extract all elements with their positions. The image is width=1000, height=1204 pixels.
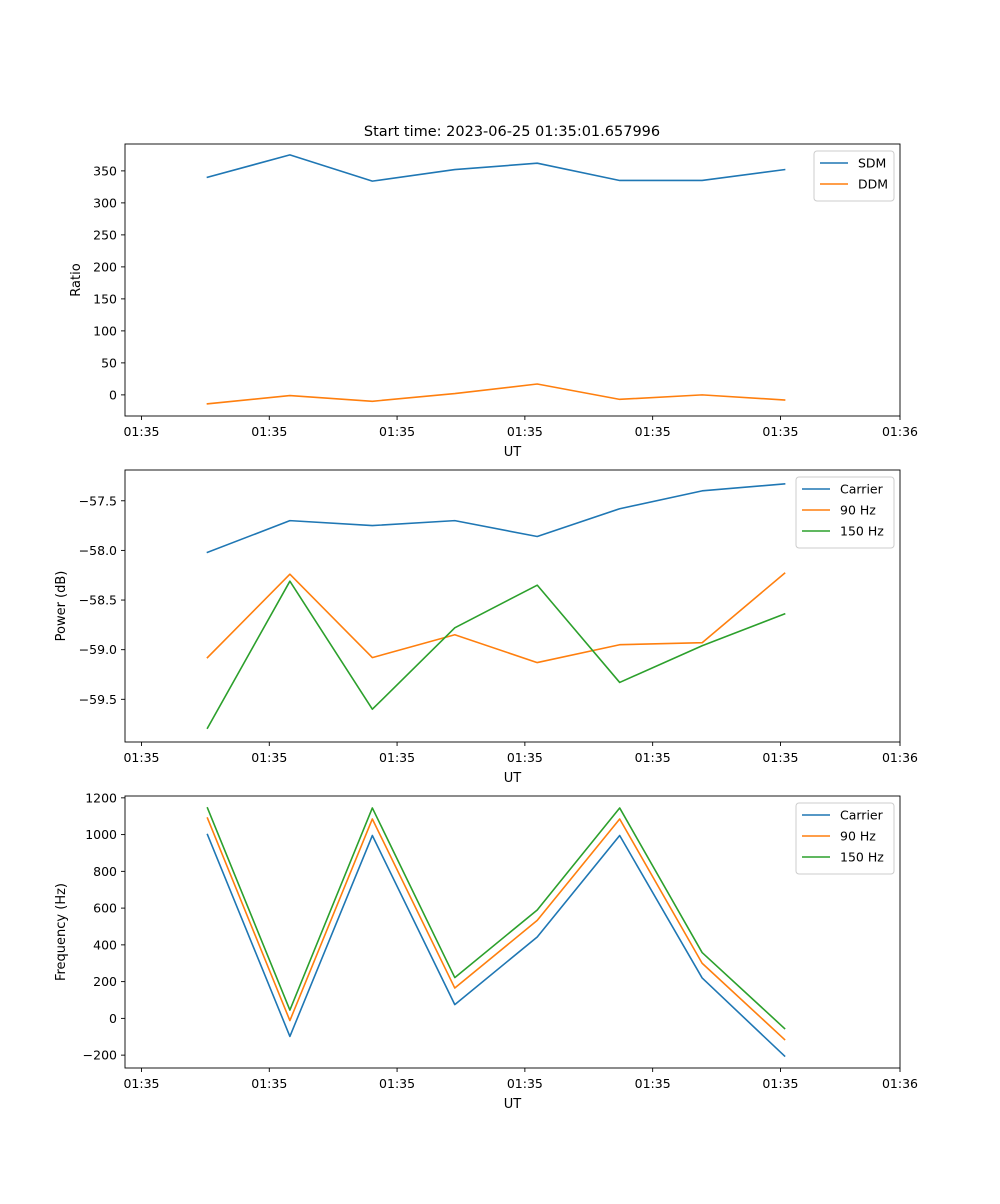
y-axis-label: Frequency (Hz) [54, 883, 69, 981]
y-tick-label: 400 [93, 937, 117, 952]
axes-frame [124, 795, 901, 1069]
y-tick-label: 200 [93, 974, 117, 989]
legend: Carrier 90 Hz 150 Hz [795, 802, 895, 875]
x-tick-label: 01:36 [882, 750, 918, 765]
x-tick-label: 01:35 [507, 424, 543, 439]
legend-entry: Carrier [840, 808, 884, 823]
x-tick-label: 01:35 [507, 1076, 543, 1091]
subplot-2: 01:35 01:35 01:35 01:35 01:35 01:35 01:36 −59.5… [54, 469, 918, 786]
y-tick-label: −57.5 [79, 493, 117, 508]
x-tick-label: 01:35 [123, 1076, 159, 1091]
y-tick-label: 1200 [85, 790, 117, 805]
y-tick-label: 200 [93, 259, 117, 274]
x-tick-label: 01:35 [379, 1076, 415, 1091]
series-line-carrier [206, 483, 786, 554]
y-tick-label: −58.5 [79, 593, 117, 608]
series-line-sdm [206, 154, 786, 182]
series-line-carrier [206, 833, 786, 1058]
x-tick-label: 01:35 [379, 424, 415, 439]
x-tick-label: 01:35 [123, 424, 159, 439]
y-tick-label: −58.0 [79, 543, 117, 558]
legend-entry: 150 Hz [840, 524, 884, 539]
x-tick-label: 01:35 [507, 750, 543, 765]
legend-entry: SDM [858, 156, 886, 171]
x-tick-label: 01:35 [762, 750, 798, 765]
x-tick-label: 01:36 [882, 1076, 918, 1091]
y-tick-label: 350 [93, 163, 117, 178]
legend-entry: Carrier [840, 482, 884, 497]
x-axis-label: UT [504, 1097, 522, 1112]
y-tick-label: 1000 [85, 827, 117, 842]
x-tick-label: 01:35 [635, 750, 671, 765]
y-axis-label: Power (dB) [54, 571, 69, 642]
y-tick-label: 0 [109, 1011, 117, 1026]
series-line-90-hz [206, 817, 786, 1041]
y-tick-label: 250 [93, 227, 117, 242]
legend-entry: DDM [858, 177, 888, 192]
legend: SDM DDM [813, 150, 895, 202]
y-tick-label: −59.0 [79, 642, 117, 657]
y-tick-label: 0 [109, 387, 117, 402]
y-tick-label: 600 [93, 901, 117, 916]
subplot-1: 01:35 01:35 01:35 01:35 01:35 01:35 01:36 0 50 10… [69, 143, 918, 460]
legend: Carrier 90 Hz 150 Hz [795, 476, 895, 549]
y-axis-label: Ratio [69, 263, 84, 296]
y-tick-label: 150 [93, 291, 117, 306]
y-tick-label: 100 [93, 323, 117, 338]
x-tick-label: 01:35 [635, 424, 671, 439]
legend-entry: 90 Hz [840, 829, 876, 844]
y-tick-label: −200 [83, 1048, 117, 1063]
series-line-150-hz [206, 580, 786, 730]
y-tick-label: 800 [93, 864, 117, 879]
y-tick-label: 50 [101, 355, 117, 370]
axes-frame [124, 469, 901, 743]
figure-title: Start time: 2023-06-25 01:35:01.657996 [364, 124, 660, 140]
x-tick-label: 01:36 [882, 424, 918, 439]
x-tick-label: 01:35 [251, 750, 287, 765]
legend-entry: 90 Hz [840, 503, 876, 518]
series-line-90-hz [206, 572, 786, 664]
legend-entry: 150 Hz [840, 850, 884, 865]
series-line-ddm [206, 383, 786, 405]
x-axis-label: UT [504, 771, 522, 786]
x-axis-label: UT [504, 445, 522, 460]
axes-frame [124, 143, 901, 417]
y-tick-label: 300 [93, 195, 117, 210]
y-tick-label: −59.5 [79, 692, 117, 707]
subplot-3: 01:35 01:35 01:35 01:35 01:35 01:35 01:36 −200 0… [54, 790, 918, 1112]
x-tick-label: 01:35 [762, 1076, 798, 1091]
x-tick-label: 01:35 [379, 750, 415, 765]
x-tick-label: 01:35 [762, 424, 798, 439]
x-tick-label: 01:35 [251, 1076, 287, 1091]
x-tick-label: 01:35 [251, 424, 287, 439]
x-tick-label: 01:35 [635, 1076, 671, 1091]
series-line-150-hz [206, 806, 786, 1030]
x-tick-label: 01:35 [123, 750, 159, 765]
